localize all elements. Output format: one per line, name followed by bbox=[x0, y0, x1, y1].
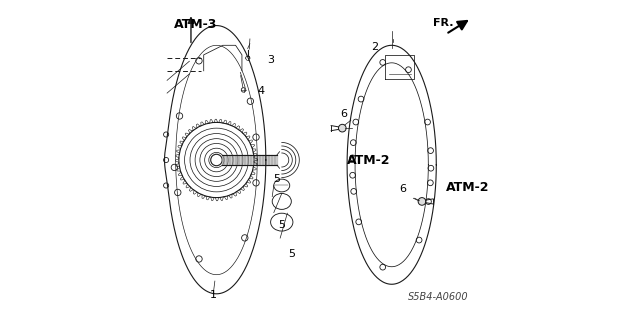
Text: S5B4-A0600: S5B4-A0600 bbox=[408, 292, 468, 302]
Text: 1: 1 bbox=[210, 291, 217, 300]
Text: 3: 3 bbox=[267, 55, 274, 65]
Text: 6: 6 bbox=[340, 109, 348, 119]
Circle shape bbox=[418, 197, 426, 205]
Text: ATM-3: ATM-3 bbox=[173, 18, 217, 31]
Text: 6: 6 bbox=[399, 184, 406, 194]
Circle shape bbox=[339, 124, 346, 132]
Text: ATM-2: ATM-2 bbox=[446, 180, 490, 194]
Text: FR.: FR. bbox=[433, 18, 454, 28]
Text: 5: 5 bbox=[273, 174, 280, 184]
Text: 5: 5 bbox=[278, 220, 285, 230]
Text: 2: 2 bbox=[372, 42, 379, 52]
Text: ATM-2: ATM-2 bbox=[347, 154, 390, 166]
Text: 5: 5 bbox=[288, 249, 295, 259]
Text: 4: 4 bbox=[257, 86, 264, 97]
